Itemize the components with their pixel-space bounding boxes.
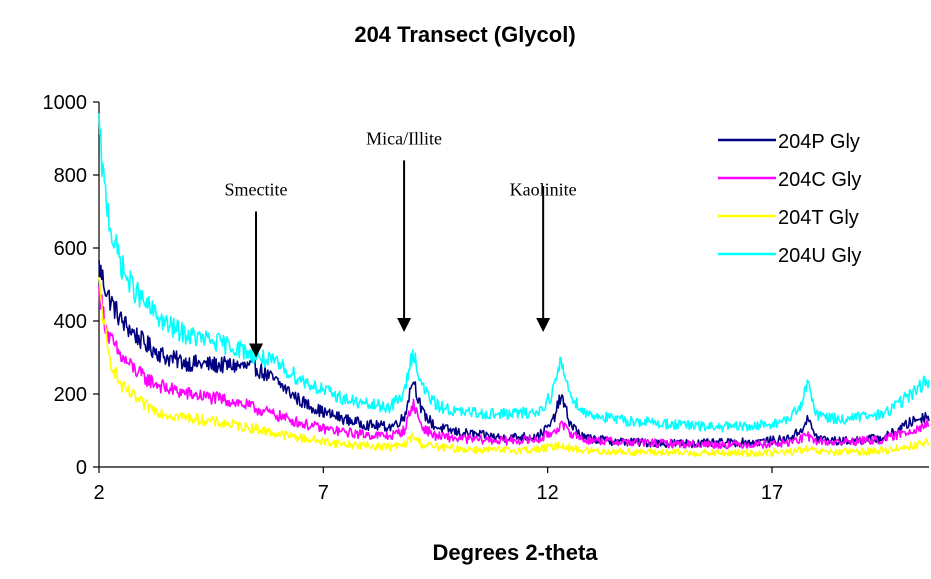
legend: 204P Gly 204C Gly 204T Gly 204U Gly bbox=[718, 131, 861, 267]
y-tick-label: 0 bbox=[76, 457, 87, 479]
series-line-2 bbox=[98, 285, 930, 450]
annotation-label: Kaolinite bbox=[510, 180, 577, 200]
x-tick-label: 17 bbox=[761, 482, 783, 504]
x-tick-label: 2 bbox=[93, 482, 104, 504]
chart-title: 204 Transect (Glycol) bbox=[354, 22, 575, 47]
annotation-arrow-head bbox=[536, 317, 551, 332]
series-line-4 bbox=[98, 113, 930, 433]
annotation-arrow-head bbox=[249, 343, 264, 358]
legend-label: 204P Gly bbox=[778, 131, 860, 153]
y-tick-label: 800 bbox=[54, 165, 87, 187]
x-tick-label: 12 bbox=[537, 482, 559, 504]
legend-label: 204U Gly bbox=[778, 245, 861, 267]
series-layer bbox=[98, 113, 930, 458]
annotation-arrow-head bbox=[397, 317, 412, 332]
series-line-1 bbox=[98, 260, 930, 449]
annotation-layer: Smectite Mica/Illite Kaolinite bbox=[225, 129, 577, 358]
legend-label: 204C Gly bbox=[778, 169, 861, 191]
annotation-label: Smectite bbox=[225, 180, 288, 200]
legend-label: 204T Gly bbox=[778, 207, 859, 229]
annotation-label: Mica/Illite bbox=[366, 129, 442, 149]
axes-layer: 0 200 400 600 800 1000 2 7 12 17 bbox=[43, 92, 929, 504]
x-tick-label: 7 bbox=[318, 482, 329, 504]
x-axis-label: Degrees 2-theta bbox=[432, 540, 598, 565]
series-line-3 bbox=[98, 276, 930, 458]
y-tick-label: 1000 bbox=[43, 92, 88, 114]
y-tick-label: 200 bbox=[54, 384, 87, 406]
y-tick-label: 600 bbox=[54, 238, 87, 260]
y-tick-label: 400 bbox=[54, 311, 87, 333]
